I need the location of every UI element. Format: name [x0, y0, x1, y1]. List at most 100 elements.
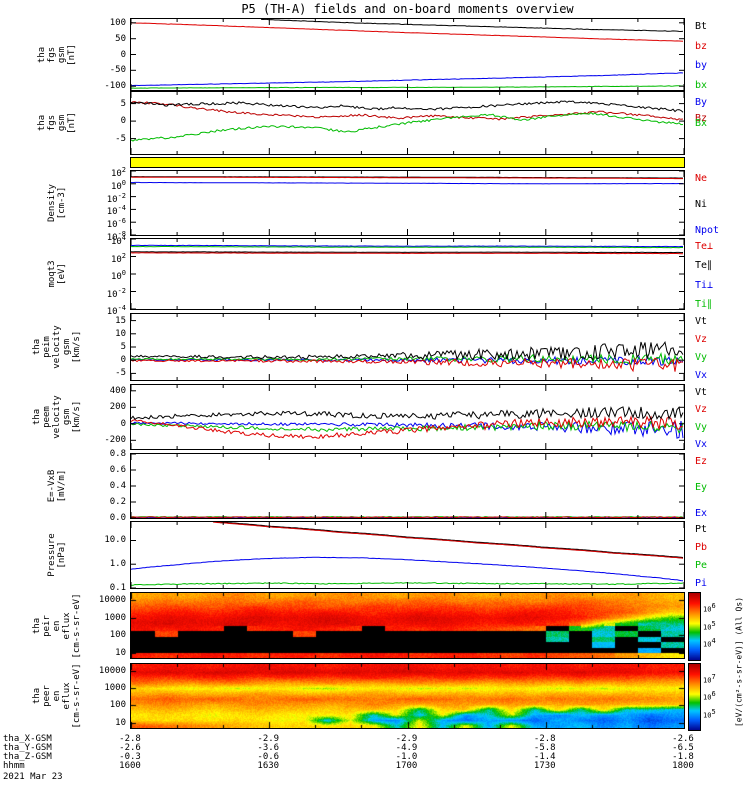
bottom-row-value: -4.9 — [395, 743, 418, 753]
fgs-main-series-label-by: by — [695, 60, 708, 72]
panel-roi-bar — [130, 157, 685, 168]
peer-spect-y-tick-label: 100 — [109, 700, 126, 711]
panel-efield — [130, 453, 685, 519]
bottom-row-value: -1.0 — [395, 752, 418, 762]
peir-spect-colorbar — [688, 592, 701, 661]
pressure-y-tick-label: 1.0 — [109, 559, 126, 570]
peir-spect-colorbar-tick: 105 — [703, 619, 716, 632]
bottom-row-value: -0.6 — [257, 752, 280, 762]
density-plot-area — [131, 171, 684, 235]
peem-velocity-series-label-Vx: Vx — [695, 439, 708, 450]
panel-peir-spect — [130, 592, 685, 659]
peir-spect-colorbar-tick: 104 — [703, 637, 716, 649]
bottom-row-value: -6.5 — [672, 743, 694, 753]
panel-peem-velocity — [130, 384, 685, 450]
fgs-main-y-tick-label: 100 — [109, 17, 126, 28]
peer-spect-y-axis-title: tha peer en eflux [cm-s-sr-eV] — [32, 663, 82, 729]
peim-velocity-plot-area — [131, 314, 684, 380]
peim-velocity-y-axis-title: tha peim velocity gsm [km/s] — [32, 325, 82, 369]
fgs-main-y-tick-label: 0 — [120, 49, 126, 60]
peim-velocity-y-tick-label: 10 — [115, 328, 126, 339]
moqt3-y-tick-label: 10-2 — [106, 286, 126, 300]
peem-velocity-y-tick-label: 400 — [109, 385, 126, 396]
density-y-tick-label: 10-2 — [106, 191, 126, 205]
peer-spect-colorbar-tick: 107 — [703, 672, 716, 685]
bottom-row-value: -2.8 — [119, 734, 141, 744]
efield-series-label-Ey: Ey — [695, 482, 708, 493]
fgs-main-y-tick-label: 50 — [115, 33, 126, 44]
bottom-row-value: 1730 — [533, 761, 556, 771]
fgs-zoom-y-tick-label: 0 — [120, 116, 126, 127]
moqt3-y-tick-label: 102 — [110, 251, 126, 265]
efield-plot-area — [131, 454, 684, 518]
moqt3-y-tick-label: 104 — [110, 234, 126, 247]
bottom-row-value: 1700 — [395, 761, 418, 771]
peer-spect-colorbar-tick: 106 — [703, 690, 716, 702]
peem-velocity-y-tick-label: 0 — [120, 418, 126, 429]
bottom-row-value: 1630 — [257, 761, 280, 771]
fgs-zoom-y-tick-label: 5 — [120, 98, 126, 109]
efield-series-label-Ez: Ez — [695, 456, 708, 467]
efield-series-label-Ex: Ex — [695, 508, 708, 519]
fgs-main-series-label-bz: bz — [695, 40, 708, 52]
peem-velocity-y-axis-title: tha peem velocity gsm [km/s] — [32, 395, 82, 439]
fgs-main-plot-area — [131, 19, 684, 90]
peim-velocity-series-label-Vt: Vt — [695, 316, 708, 327]
density-y-tick-label: 100 — [110, 178, 126, 192]
pressure-series-label-Pe: Pe — [695, 560, 708, 571]
peem-velocity-y-tick-label: 200 — [109, 402, 126, 413]
peim-velocity-y-tick-label: 5 — [120, 342, 126, 352]
moqt3-series-label-Te: Te⊥ — [695, 241, 714, 252]
fgs-main-series-label-Bt: Bt — [695, 21, 708, 32]
peem-velocity-y-tick-label: -200 — [104, 435, 126, 446]
plot-title: P5 (TH-A) fields and on-board moments ov… — [241, 2, 574, 16]
density-series-label-Ni: Ni — [695, 199, 708, 210]
panel-peer-spect — [130, 663, 685, 729]
fgs-zoom-y-axis-title: tha fgs gsm [nT] — [37, 112, 77, 134]
efield-y-tick-label: 0.6 — [109, 465, 126, 475]
panel-pressure — [130, 521, 685, 589]
date-label: 2021 Mar 23 — [3, 772, 63, 782]
peir-spect-y-tick-label: 1000 — [104, 612, 126, 623]
density-series-label-Npot: Npot — [695, 225, 720, 236]
bottom-row-label-0: tha_X-GSM — [3, 734, 52, 744]
peim-velocity-series-label-Vx: Vx — [695, 370, 708, 381]
efield-y-tick-label: 0.0 — [109, 513, 126, 523]
peim-velocity-y-tick-label: -5 — [115, 368, 126, 379]
spectrogram-unit-label: [eV/(cm²-s-sr-eV)] (All Qs) — [734, 596, 744, 728]
peer-spect-y-tick-label: 10 — [115, 717, 126, 728]
peir-spect-y-tick-label: 100 — [109, 630, 126, 641]
fgs-zoom-y-tick-label: -5 — [115, 133, 126, 144]
bottom-row-label-2: tha_Z-GSM — [3, 752, 52, 762]
peem-velocity-series-label-Vt: Vt — [695, 387, 708, 398]
moqt3-series-label-Ti: Ti⊥ — [695, 279, 714, 291]
peir-spect-colorbar-tick: 106 — [703, 602, 716, 614]
density-y-tick-label: 10-4 — [106, 204, 126, 218]
pressure-y-tick-label: 0.1 — [109, 583, 126, 593]
bottom-row-label-3: hhmm — [3, 761, 25, 771]
panel-fgs-zoom — [130, 91, 685, 155]
pressure-y-axis-title: Pressure [nPa] — [47, 533, 67, 577]
bottom-row-value: -2.6 — [672, 734, 694, 744]
peim-velocity-y-tick-label: 15 — [115, 315, 126, 326]
pressure-series-label-Pt: Pt — [695, 524, 708, 535]
efield-y-tick-label: 0.4 — [109, 481, 126, 491]
efield-y-tick-label: 0.2 — [109, 497, 126, 507]
peer-spect-y-tick-label: 1000 — [104, 683, 126, 694]
fgs-zoom-series-label-Bz: Bz — [695, 112, 708, 124]
peem-velocity-series-label-Vz: Vz — [695, 404, 708, 416]
peir-spect-y-axis-title: tha peir en eflux [cm-s-sr-eV] — [32, 592, 82, 659]
bottom-row-value: -2.9 — [395, 734, 418, 744]
bottom-row-value: -2.6 — [119, 743, 141, 753]
moqt3-y-tick-label: 10-4 — [106, 304, 126, 317]
density-y-tick-label: 102 — [110, 166, 126, 179]
bottom-row-value: 1800 — [672, 761, 694, 771]
bottom-row-value: -1.4 — [533, 752, 556, 762]
panel-moqt3 — [130, 238, 685, 310]
peem-velocity-series-label-Vy: Vy — [695, 421, 708, 433]
moqt3-y-axis-title: moqt3 [eV] — [47, 260, 67, 288]
peer-spect-colorbar-tick: 105 — [703, 707, 716, 719]
panel-density — [130, 170, 685, 236]
fgs-main-y-axis-title: tha fgs gsm [nT] — [37, 43, 77, 66]
